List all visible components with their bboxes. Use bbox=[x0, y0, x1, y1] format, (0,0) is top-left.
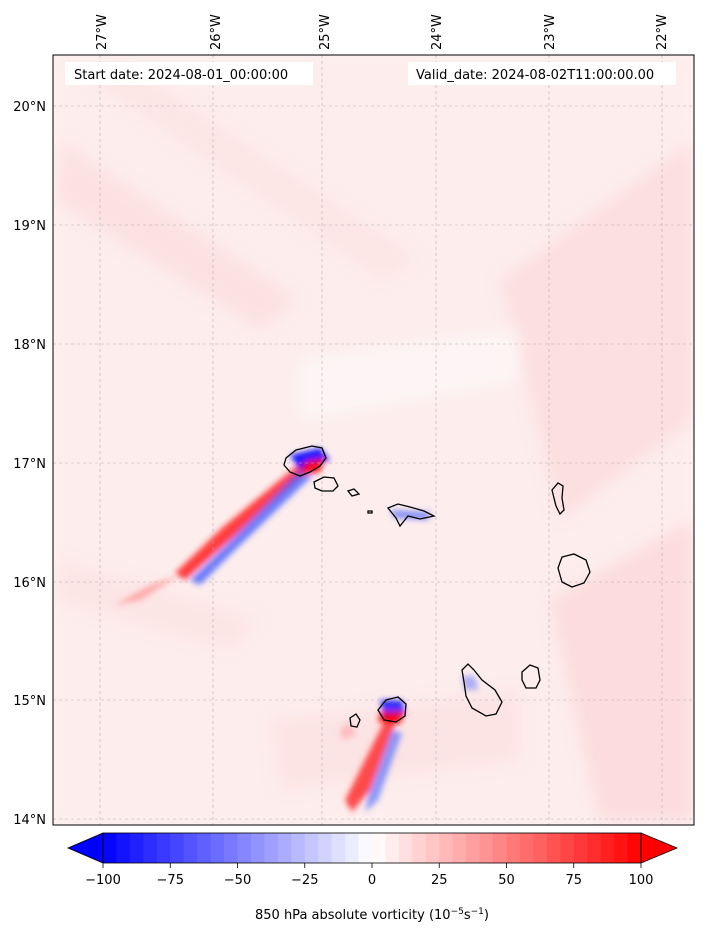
lon-label: 23°W bbox=[543, 14, 558, 50]
colorbar-step bbox=[546, 833, 561, 863]
lon-label: 27°W bbox=[95, 14, 110, 50]
colorbar-tick-label: −100 bbox=[85, 873, 121, 888]
colorbar-tick-label: −75 bbox=[157, 873, 184, 888]
colorbar-step bbox=[506, 833, 521, 863]
colorbar-step bbox=[224, 833, 239, 863]
colorbar-tick-label: 75 bbox=[565, 873, 582, 888]
colorbar-ticks: −100 −75 −50 −25 0 25 50 75 100 bbox=[85, 863, 653, 888]
colorbar-step bbox=[345, 833, 360, 863]
lat-label: 17°N bbox=[13, 457, 46, 472]
colorbar-tick-label: 0 bbox=[368, 873, 376, 888]
lon-label: 25°W bbox=[318, 14, 333, 50]
colorbar-step bbox=[304, 833, 319, 863]
colorbar: −100 −75 −50 −25 0 25 50 75 100 850 hPa absolute… bbox=[66, 832, 679, 923]
colorbar-step bbox=[466, 833, 481, 863]
colorbar-step bbox=[452, 833, 467, 863]
colorbar-tick-label: 25 bbox=[431, 873, 448, 888]
colorbar-step bbox=[183, 833, 198, 863]
colorbar-step bbox=[277, 833, 292, 863]
colorbar-step bbox=[197, 833, 212, 863]
colorbar-step bbox=[372, 833, 387, 863]
colorbar-tick-label: 50 bbox=[498, 873, 515, 888]
island-santo-antao bbox=[283, 445, 327, 477]
colorbar-step bbox=[560, 833, 575, 863]
map-frame bbox=[52, 54, 695, 826]
lat-label: 14°N bbox=[13, 813, 46, 828]
start-date-label: Start date: 2024-08-01_00:00:00 bbox=[74, 68, 288, 83]
island-raso bbox=[367, 510, 373, 514]
lat-label: 16°N bbox=[13, 576, 46, 591]
colorbar-step bbox=[533, 833, 548, 863]
colorbar-step bbox=[143, 833, 158, 863]
colorbar-step bbox=[264, 833, 279, 863]
colorbar-step bbox=[412, 833, 427, 863]
colorbar-tick-label: 100 bbox=[629, 873, 654, 888]
lat-label: 20°N bbox=[13, 100, 46, 115]
colorbar-step bbox=[627, 833, 642, 863]
lon-label: 22°W bbox=[655, 14, 670, 50]
colorbar-step bbox=[116, 833, 131, 863]
vorticity-background-field bbox=[53, 55, 694, 825]
colorbar-step bbox=[156, 833, 171, 863]
colorbar-min-extend bbox=[66, 832, 104, 864]
colorbar-step bbox=[103, 833, 118, 863]
colorbar-step bbox=[479, 833, 494, 863]
colorbar-step bbox=[170, 833, 185, 863]
colorbar-fill bbox=[103, 833, 642, 863]
valid-date-box bbox=[408, 62, 676, 85]
colorbar-max-extend bbox=[640, 832, 679, 864]
colorbar-tick-label: −50 bbox=[224, 873, 251, 888]
graticule bbox=[53, 55, 694, 825]
colorbar-step bbox=[318, 833, 333, 863]
colorbar-step bbox=[519, 833, 534, 863]
colorbar-label: 850 hPa absolute vorticity (10−5s−1) bbox=[255, 907, 489, 923]
island-sao-vicente bbox=[313, 476, 339, 492]
latitude-labels: 20°N 19°N 18°N 17°N 16°N 15°N 14°N bbox=[13, 100, 46, 828]
colorbar-step bbox=[331, 833, 346, 863]
colorbar-step bbox=[129, 833, 144, 863]
lon-label: 24°W bbox=[430, 14, 445, 50]
island-maio bbox=[521, 664, 541, 689]
valid-date-label: Valid_date: 2024-08-02T11:00:00.00 bbox=[416, 68, 654, 83]
colorbar-step bbox=[398, 833, 413, 863]
colorbar-tick-label: −25 bbox=[291, 873, 318, 888]
island-boa-vista bbox=[557, 553, 591, 588]
colorbar-step bbox=[291, 833, 306, 863]
island-sao-nicolau bbox=[386, 503, 436, 528]
start-date-box bbox=[65, 62, 313, 85]
colorbar-step bbox=[358, 833, 373, 863]
island-santa-luzia bbox=[346, 488, 361, 497]
map-area: Start date: 2024-08-01_00:00:00 Valid_da… bbox=[53, 55, 694, 825]
lat-label: 15°N bbox=[13, 694, 46, 709]
colorbar-step bbox=[425, 833, 440, 863]
island-fogo bbox=[377, 696, 407, 723]
lat-label: 18°N bbox=[13, 338, 46, 353]
colorbar-step bbox=[614, 833, 629, 863]
colorbar-step bbox=[237, 833, 252, 863]
colorbar-step bbox=[210, 833, 225, 863]
vorticity-streaks bbox=[115, 448, 478, 812]
lon-label: 26°W bbox=[209, 14, 224, 50]
colorbar-step bbox=[493, 833, 508, 863]
island-sal bbox=[551, 482, 565, 516]
colorbar-step bbox=[385, 833, 400, 863]
colorbar-step bbox=[587, 833, 602, 863]
island-brava bbox=[349, 713, 361, 728]
coastlines bbox=[283, 445, 591, 728]
island-santiago bbox=[461, 663, 503, 717]
colorbar-step bbox=[600, 833, 615, 863]
colorbar-step bbox=[439, 833, 454, 863]
lat-label: 19°N bbox=[13, 219, 46, 234]
colorbar-step bbox=[573, 833, 588, 863]
longitude-labels: 27°W 26°W 25°W 24°W 23°W 22°W bbox=[95, 14, 670, 50]
colorbar-step bbox=[250, 833, 265, 863]
